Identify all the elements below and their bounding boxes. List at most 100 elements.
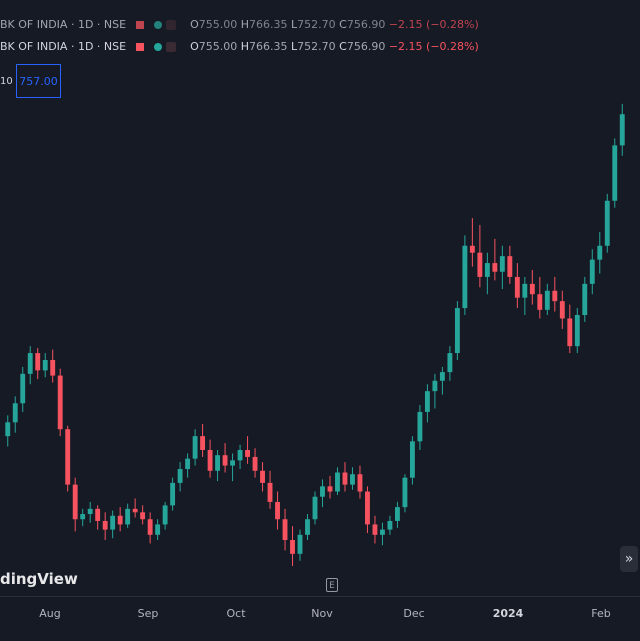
candle-body xyxy=(230,460,236,466)
candle xyxy=(342,462,348,492)
candle-body xyxy=(424,391,430,412)
candle xyxy=(439,366,445,395)
candle-body xyxy=(267,482,273,502)
price-chart[interactable] xyxy=(0,0,640,596)
candle xyxy=(132,498,138,518)
candle-body xyxy=(477,252,483,277)
candle-body xyxy=(50,360,56,376)
candle-body xyxy=(65,429,71,485)
candle xyxy=(417,405,423,450)
candle xyxy=(305,514,310,540)
visibility-dot-icon[interactable] xyxy=(154,20,163,29)
candle xyxy=(409,436,415,485)
candle xyxy=(260,462,265,492)
candle xyxy=(402,474,408,513)
settings-square-icon[interactable] xyxy=(166,19,177,30)
candle-body xyxy=(469,245,475,253)
candle-body xyxy=(522,283,528,298)
candle-body xyxy=(350,474,355,485)
candle xyxy=(529,270,535,305)
candle xyxy=(619,103,625,156)
candle-body xyxy=(162,505,168,525)
candle xyxy=(282,508,288,551)
candle xyxy=(372,515,378,544)
candle xyxy=(72,477,78,532)
candle-body xyxy=(559,301,565,319)
candle xyxy=(267,470,273,509)
candle xyxy=(477,225,483,288)
legend-title: BK OF INDIA · 1D · NSE xyxy=(0,40,127,53)
time-axis: Aug Sep Oct Nov Dec 2024 Feb xyxy=(0,596,640,641)
candle-body xyxy=(312,496,318,520)
candle-body xyxy=(117,515,123,525)
candle xyxy=(42,353,48,378)
candle xyxy=(252,448,258,478)
candle-body xyxy=(492,263,498,272)
candle-body xyxy=(507,256,513,277)
candle xyxy=(245,436,250,464)
candle-body xyxy=(245,450,250,457)
candle-body xyxy=(432,380,438,392)
visibility-dot-icon[interactable] xyxy=(154,42,163,51)
candle xyxy=(87,501,93,523)
left-number: 10 xyxy=(0,76,13,87)
candle xyxy=(552,276,558,312)
candle xyxy=(80,508,86,527)
candle-body xyxy=(27,353,33,374)
candle-body xyxy=(125,508,131,525)
price-input-box[interactable]: 757.00 xyxy=(16,64,61,98)
ohlc-values: O755.00 H766.35 L752.70 C756.90 −2.15 (−… xyxy=(190,18,479,31)
candle xyxy=(50,349,56,383)
candle xyxy=(484,252,490,295)
candle xyxy=(297,529,303,561)
candle xyxy=(140,505,146,525)
candle-body xyxy=(42,360,48,371)
candle-body xyxy=(365,491,370,525)
candle-body xyxy=(439,372,445,381)
candle-body xyxy=(282,519,288,540)
candle xyxy=(12,396,18,433)
candle xyxy=(162,501,168,530)
chevron-double-right-icon[interactable]: » xyxy=(620,546,638,572)
candle xyxy=(65,425,71,492)
candle xyxy=(110,510,116,539)
candle xyxy=(394,501,400,528)
candle-body xyxy=(462,245,468,309)
legend-row: BK OF INDIA · 1D · NSE O755.00 H766.35 L… xyxy=(0,40,479,53)
candle-body xyxy=(5,422,11,437)
candle-body xyxy=(514,276,520,298)
candle xyxy=(522,276,528,315)
candle xyxy=(574,308,580,354)
candle xyxy=(327,475,333,499)
candle-body xyxy=(102,520,108,530)
candle xyxy=(215,450,221,482)
candle xyxy=(200,424,206,457)
x-tick-label: Sep xyxy=(137,607,159,620)
candle-body xyxy=(342,472,348,485)
candle xyxy=(170,477,176,511)
candle xyxy=(462,235,468,315)
candle-body xyxy=(544,290,550,310)
candle-body xyxy=(275,501,280,520)
candle xyxy=(454,301,460,360)
x-tick-label: Oct xyxy=(226,607,246,620)
candle-body xyxy=(499,256,505,272)
candle-body xyxy=(147,519,153,535)
settings-square-icon[interactable] xyxy=(166,41,177,52)
candle xyxy=(597,231,603,274)
candle xyxy=(350,467,355,490)
candle xyxy=(537,276,543,319)
candle xyxy=(147,512,153,544)
candle-body xyxy=(12,403,18,423)
tradingview-watermark: dingView xyxy=(0,570,78,588)
earnings-icon[interactable]: E xyxy=(326,578,338,592)
candle-body xyxy=(604,200,610,246)
candle-body xyxy=(357,474,363,492)
candle-body xyxy=(297,534,303,554)
candle-body xyxy=(95,508,101,521)
candle xyxy=(230,453,236,482)
candle-body xyxy=(552,290,558,302)
candle xyxy=(432,373,438,409)
legend-title: BK OF INDIA · 1D · NSE xyxy=(0,18,127,31)
candle xyxy=(492,238,498,281)
